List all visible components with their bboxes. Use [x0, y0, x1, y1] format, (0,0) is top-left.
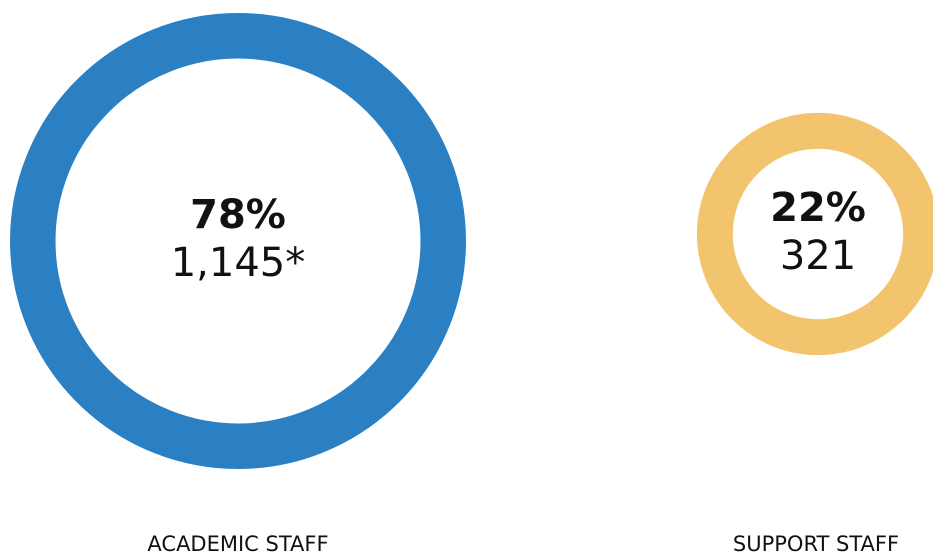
percent-label: 22%	[770, 185, 866, 231]
percent-label: 78%	[190, 192, 286, 238]
ring	[696, 112, 933, 356]
count-label: 321	[780, 233, 856, 279]
ring	[9, 12, 467, 470]
category-label: ACADEMIC STAFF	[147, 532, 328, 556]
count-label: 1,145*	[171, 240, 306, 286]
category-label: SUPPORT STAFF	[733, 532, 899, 556]
